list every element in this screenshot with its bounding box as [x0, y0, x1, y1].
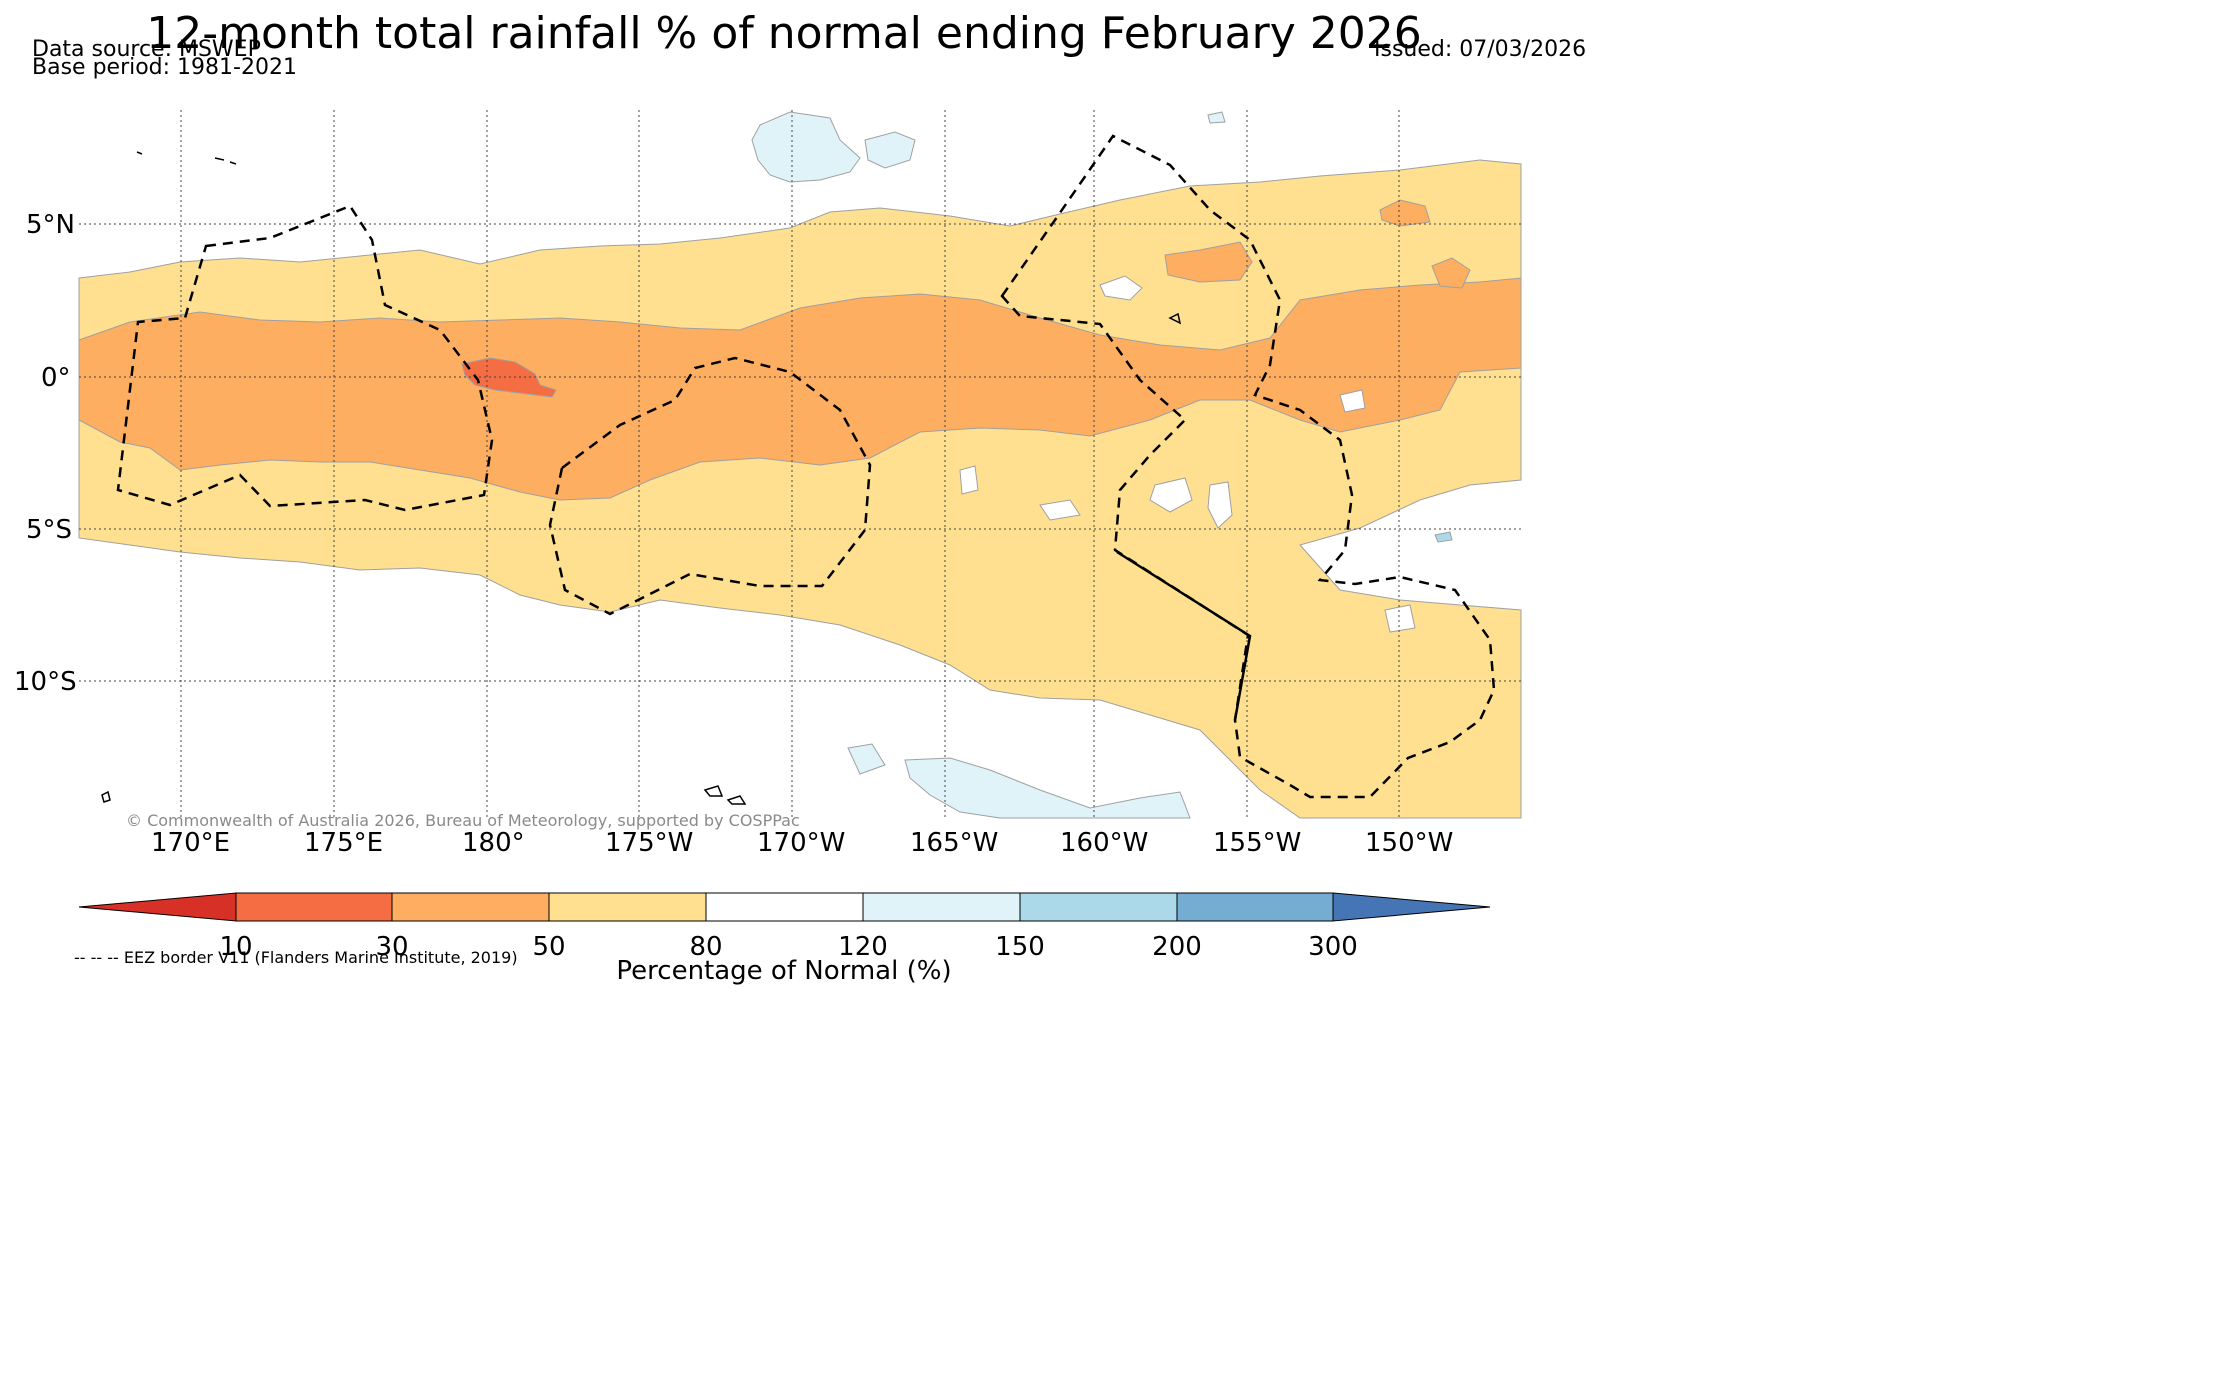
eez-borders — [116, 134, 1496, 799]
colorbar-label-80: 80 — [689, 932, 723, 962]
region-normal-patch-7 — [959, 465, 979, 495]
colorbar-swatch-80-120 — [705, 892, 864, 922]
colorbar-swatch-30-50 — [391, 892, 550, 922]
lon-tick-150w: 150°W — [1365, 828, 1454, 858]
lon-tick-160w: 160°W — [1060, 828, 1149, 858]
lat-tick-0: 0° — [41, 363, 71, 393]
region-normal-patch-6 — [1384, 604, 1416, 633]
lat-tick-10s: 10°S — [14, 667, 77, 697]
region-normal-patch-4 — [1039, 499, 1081, 521]
lon-tick-175e: 175°E — [304, 828, 384, 858]
lat-tick-5n: 5°N — [26, 210, 75, 240]
region-dry-east-patch — [1164, 241, 1253, 283]
colorbar — [78, 892, 1491, 922]
region-normal-patch-1 — [1099, 275, 1143, 301]
lon-tick-165w: 165°W — [910, 828, 999, 858]
lon-tick-155w: 155°W — [1213, 828, 1302, 858]
region-wet-south — [847, 743, 1191, 819]
eez-legend-note: -- -- -- EEZ border V11 (Flanders Marine… — [74, 948, 518, 967]
colorbar-label-150: 150 — [995, 932, 1045, 962]
lon-tick-170e: 170°E — [151, 828, 231, 858]
region-wetter-islands — [1434, 531, 1453, 543]
issued-date: Issued: 07/03/2026 — [1374, 37, 1587, 62]
lon-tick-175w: 175°W — [605, 828, 694, 858]
region-wet-small — [1207, 111, 1226, 124]
colorbar-swatch-50-80 — [548, 892, 707, 922]
region-wet-north — [751, 111, 916, 183]
colorbar-label-10: 10 — [219, 932, 253, 962]
data-source: Data source: MSWEP — [32, 37, 261, 62]
graticule — [79, 110, 1521, 818]
colorbar-label-50: 50 — [532, 932, 566, 962]
lon-tick-170w: 170°W — [757, 828, 846, 858]
colorbar-swatch-150-200 — [1019, 892, 1178, 922]
colorbar-title: Percentage of Normal (%) — [616, 956, 952, 986]
colorbar-swatch-200-300 — [1176, 892, 1334, 922]
colorbar-label-200: 200 — [1152, 932, 1202, 962]
colorbar-swatch-above-300 — [1332, 892, 1491, 922]
colorbar-swatch-below-10 — [78, 892, 237, 922]
colorbar-label-120: 120 — [838, 932, 888, 962]
eez-border-solid — [1116, 550, 1252, 721]
region-normal-patch-3 — [1207, 481, 1233, 529]
colorbar-label-30: 30 — [375, 932, 409, 962]
region-dry — [78, 277, 1522, 501]
copyright-notice: © Commonwealth of Australia 2026, Bureau… — [126, 811, 800, 830]
map-title: 12-month total rainfall % of normal endi… — [146, 8, 1422, 59]
lat-tick-5s: 5°S — [26, 515, 73, 545]
islands — [101, 151, 1182, 805]
colorbar-swatch-120-150 — [862, 892, 1021, 922]
base-period: Base period: 1981-2021 — [32, 55, 297, 80]
colorbar-label-300: 300 — [1308, 932, 1358, 962]
region-normal-patch-2 — [1149, 477, 1193, 513]
lon-tick-180: 180° — [462, 828, 525, 858]
region-dry-ne-patch-2 — [1431, 257, 1471, 289]
region-normal-patch-5 — [1339, 389, 1366, 413]
region-dry-ne-patch — [1379, 199, 1431, 227]
colorbar-swatch-10-30 — [235, 892, 393, 922]
